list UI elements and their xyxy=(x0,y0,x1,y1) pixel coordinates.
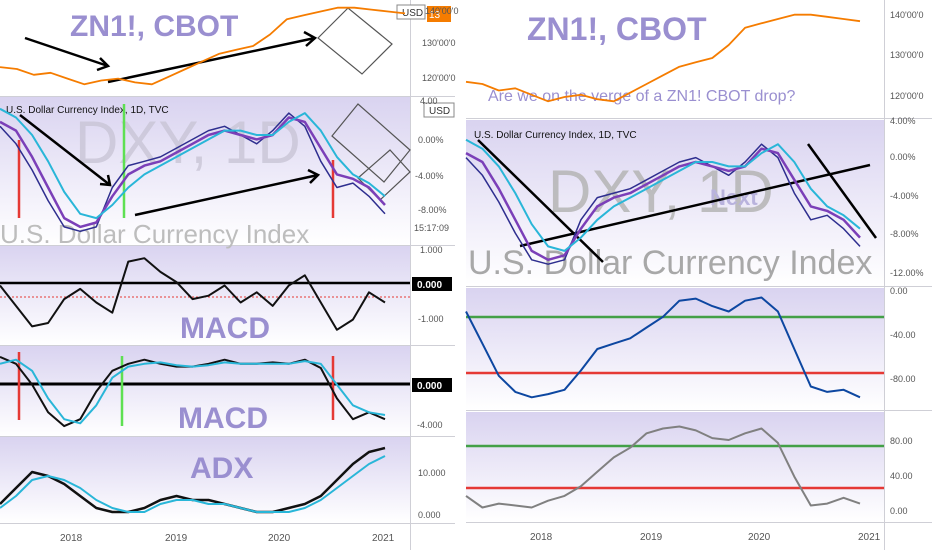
series-line-pane4-s1 xyxy=(0,455,386,513)
right-osc2-tick-0: 80.00 xyxy=(890,436,913,446)
left-macd1-zero-badge xyxy=(412,277,452,291)
right-x-tick-2020: 2020 xyxy=(748,532,771,543)
right-dxy-tick-1: 0.00% xyxy=(890,152,916,162)
left-x-tick-2020: 2020 xyxy=(268,533,291,544)
series-line-pane0-s0 xyxy=(0,6,406,86)
right-dxy-watermark-name: U.S. Dollar Currency Index xyxy=(468,244,872,282)
left-x-tick-2021: 2021 xyxy=(372,533,395,544)
left-macd2-zero-value: 0.000 xyxy=(417,381,442,392)
collage-gap xyxy=(458,0,466,550)
series-line-pane6-s1 xyxy=(465,147,861,262)
left-dxy-timestamp: 15:17:09 xyxy=(414,223,449,233)
dxy-diamond-box-top xyxy=(331,103,411,183)
right-zn-annotation: Are we on the verge of a ZN1! CBOT drop? xyxy=(488,88,796,105)
right-osc1-pane-bg xyxy=(466,288,884,410)
left-zn-tick-2: 120'00'0 xyxy=(422,73,455,83)
left-macd1-tick-1: -1.000 xyxy=(418,314,444,324)
series-line-pane1-s1 xyxy=(0,116,386,229)
zn-diamond-box xyxy=(317,7,393,75)
right-dxy-tick-2: -4.00% xyxy=(890,191,919,201)
zn-arrow-line-1 xyxy=(24,36,109,68)
left-macd1-title: MACD xyxy=(180,312,270,345)
right-zn-tick-2: 120'00'0 xyxy=(890,91,923,101)
left-macd2-tick-0: -4.000 xyxy=(417,420,443,430)
series-line-pane7-s0 xyxy=(465,296,861,399)
left-dxy-currency-box xyxy=(423,102,455,118)
zn-arrow-line-2 xyxy=(107,36,316,84)
left-dxy-tick-3: -8.00% xyxy=(418,205,447,215)
right-x-tick-2019: 2019 xyxy=(640,532,663,543)
left-zn-tick-1: 130'00'0 xyxy=(422,38,455,48)
right-x-tick-2021: 2021 xyxy=(858,532,881,543)
left-macd1-zero-value: 0.000 xyxy=(417,280,442,291)
dxy-arrow-line-2 xyxy=(134,173,319,217)
left-macd2-zero-badge xyxy=(412,378,452,392)
left-adx-tick-1: 0.000 xyxy=(418,510,441,520)
right-trend-down-2 xyxy=(806,143,878,239)
left-adx-title: ADX xyxy=(190,452,253,485)
left-drawings xyxy=(19,30,321,217)
series-line-pane3-s1 xyxy=(0,358,386,425)
series-line-pane2-s0 xyxy=(0,257,386,331)
dxy-arrow-head-1 xyxy=(99,174,112,187)
right-trend-down xyxy=(477,139,604,263)
series-line-pane1-s2 xyxy=(0,107,386,220)
right-osc2-tick-2: 0.00 xyxy=(890,506,908,516)
right-osc1-tick-1: -40.00 xyxy=(890,330,916,340)
left-macd2-title: MACD xyxy=(178,402,268,435)
left-macd1-pane-bg xyxy=(0,245,410,345)
left-adx-pane-bg xyxy=(0,437,410,523)
series-line-pane6-s2 xyxy=(465,138,861,252)
right-zn-title: ZN1!, CBOT xyxy=(527,11,707,47)
dxy-arrow-head-2 xyxy=(307,168,321,184)
left-macd1-tick-0: 1.000 xyxy=(420,245,443,255)
right-dxy-tick-4: -12.00% xyxy=(890,268,924,278)
right-x-tick-2018: 2018 xyxy=(530,532,553,543)
left-adx-tick-0: 10.000 xyxy=(418,468,446,478)
left-x-tick-2018: 2018 xyxy=(60,533,83,544)
left-zn-currency: USD xyxy=(402,8,423,19)
right-dxy-pane-bg xyxy=(466,120,884,285)
series-line-pane6-s0 xyxy=(465,143,861,265)
dxy-arrow-line-1 xyxy=(19,114,111,186)
left-x-tick-2019: 2019 xyxy=(165,533,188,544)
zn-arrow-head-1 xyxy=(96,57,111,72)
left-zn-title: ZN1!, CBOT xyxy=(70,10,238,43)
series-line-pane1-s0 xyxy=(0,112,386,233)
left-zn-last-value: 13 xyxy=(429,10,441,21)
left-dxy-tick-1: 0.00% xyxy=(418,135,444,145)
right-dxy-tick-0: 4.00% xyxy=(890,116,916,126)
left-dxy-pane-title: U.S. Dollar Currency Index, 1D, TVC xyxy=(6,105,169,116)
right-zn-tick-1: 130'00'0 xyxy=(890,50,923,60)
right-osc1-tick-2: -80.00 xyxy=(890,374,916,384)
left-dxy-watermark-name: U.S. Dollar Currency Index xyxy=(0,219,309,249)
right-osc1-tick-0: 0.00 xyxy=(890,286,908,296)
left-zn-last-badge xyxy=(427,6,451,22)
right-osc2-tick-1: 40.00 xyxy=(890,471,913,481)
left-zn-tick-0: 140'00'0 xyxy=(425,6,458,16)
series-line-pane5-s0 xyxy=(465,13,861,103)
data-lines xyxy=(0,6,861,514)
right-dxy-pane-title: U.S. Dollar Currency Index, 1D, TVC xyxy=(474,130,637,141)
left-dxy-tick-0: 4.00 xyxy=(420,96,438,106)
zn-arrow-head-2 xyxy=(303,30,318,47)
left-dxy-tick-2: -4.00% xyxy=(415,171,444,181)
right-osc2-pane-bg xyxy=(466,412,884,522)
right-zn-tick-0: 140'00'0 xyxy=(890,10,923,20)
left-dxy-currency: USD xyxy=(429,106,450,117)
right-dxy-tick-3: -8.00% xyxy=(890,229,919,239)
series-line-pane8-s0 xyxy=(465,425,861,509)
